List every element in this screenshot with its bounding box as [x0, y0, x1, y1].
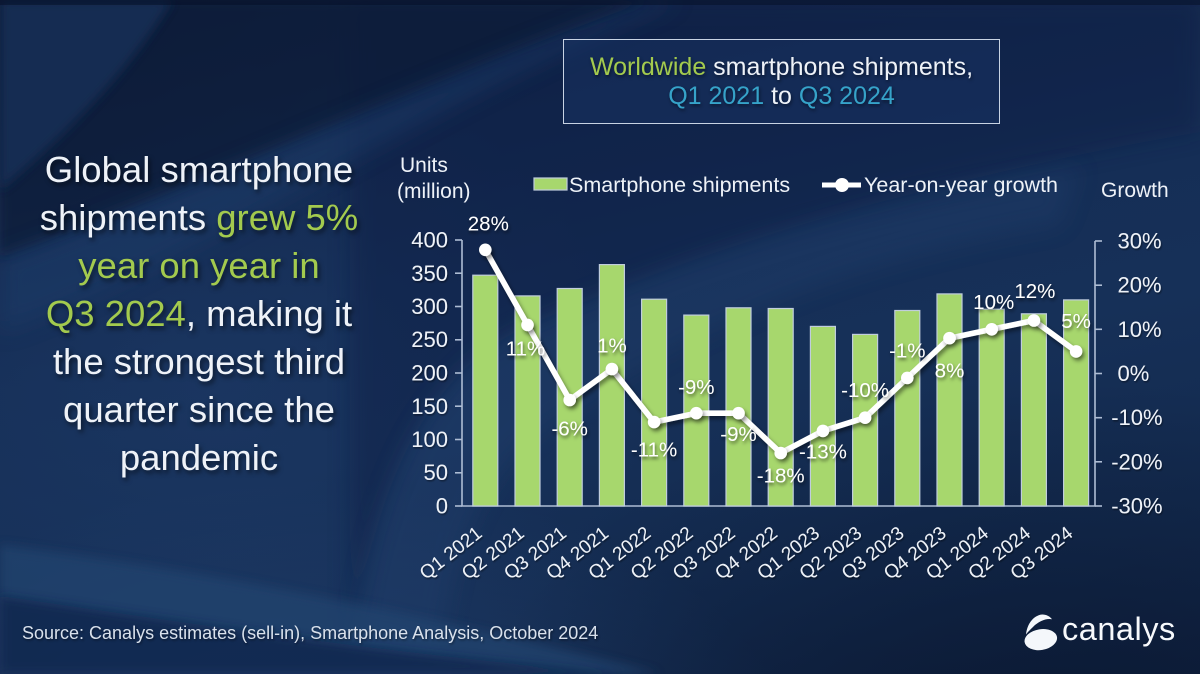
svg-text:-10%: -10%: [1111, 405, 1162, 430]
svg-text:100: 100: [411, 427, 448, 452]
svg-text:-20%: -20%: [1111, 449, 1162, 474]
svg-text:1%: 1%: [597, 335, 627, 358]
svg-text:Year-on-year growth: Year-on-year growth: [864, 173, 1058, 197]
svg-text:50: 50: [424, 460, 448, 485]
svg-text:Growth: Growth: [1101, 179, 1169, 202]
svg-text:-30%: -30%: [1111, 494, 1162, 519]
svg-text:20%: 20%: [1118, 273, 1162, 298]
svg-text:10%: 10%: [1118, 317, 1162, 342]
svg-text:-9%: -9%: [720, 423, 756, 446]
svg-text:Smartphone shipments: Smartphone shipments: [569, 173, 790, 197]
svg-text:-9%: -9%: [678, 376, 714, 399]
svg-text:200: 200: [411, 361, 448, 386]
svg-text:150: 150: [411, 394, 448, 419]
svg-text:-13%: -13%: [799, 440, 847, 463]
svg-text:30%: 30%: [1118, 229, 1162, 254]
svg-text:10%: 10%: [973, 291, 1014, 314]
svg-text:-18%: -18%: [757, 465, 805, 488]
svg-text:Units: Units: [400, 154, 448, 177]
svg-text:-6%: -6%: [551, 418, 587, 441]
svg-text:400: 400: [411, 228, 448, 253]
svg-text:canalys: canalys: [1062, 611, 1176, 647]
svg-text:-10%: -10%: [841, 379, 889, 402]
svg-text:350: 350: [411, 261, 448, 286]
svg-text:8%: 8%: [935, 360, 965, 383]
svg-text:-11%: -11%: [631, 439, 677, 462]
svg-text:-1%: -1%: [889, 339, 925, 362]
svg-text:250: 250: [411, 327, 448, 352]
svg-text:0: 0: [436, 494, 448, 519]
svg-text:(million): (million): [397, 180, 471, 203]
svg-text:12%: 12%: [1014, 280, 1055, 303]
svg-text:300: 300: [411, 294, 448, 319]
svg-text:11%: 11%: [506, 337, 546, 360]
svg-text:5%: 5%: [1061, 310, 1091, 333]
svg-text:0%: 0%: [1118, 361, 1150, 386]
svg-text:28%: 28%: [468, 212, 509, 235]
